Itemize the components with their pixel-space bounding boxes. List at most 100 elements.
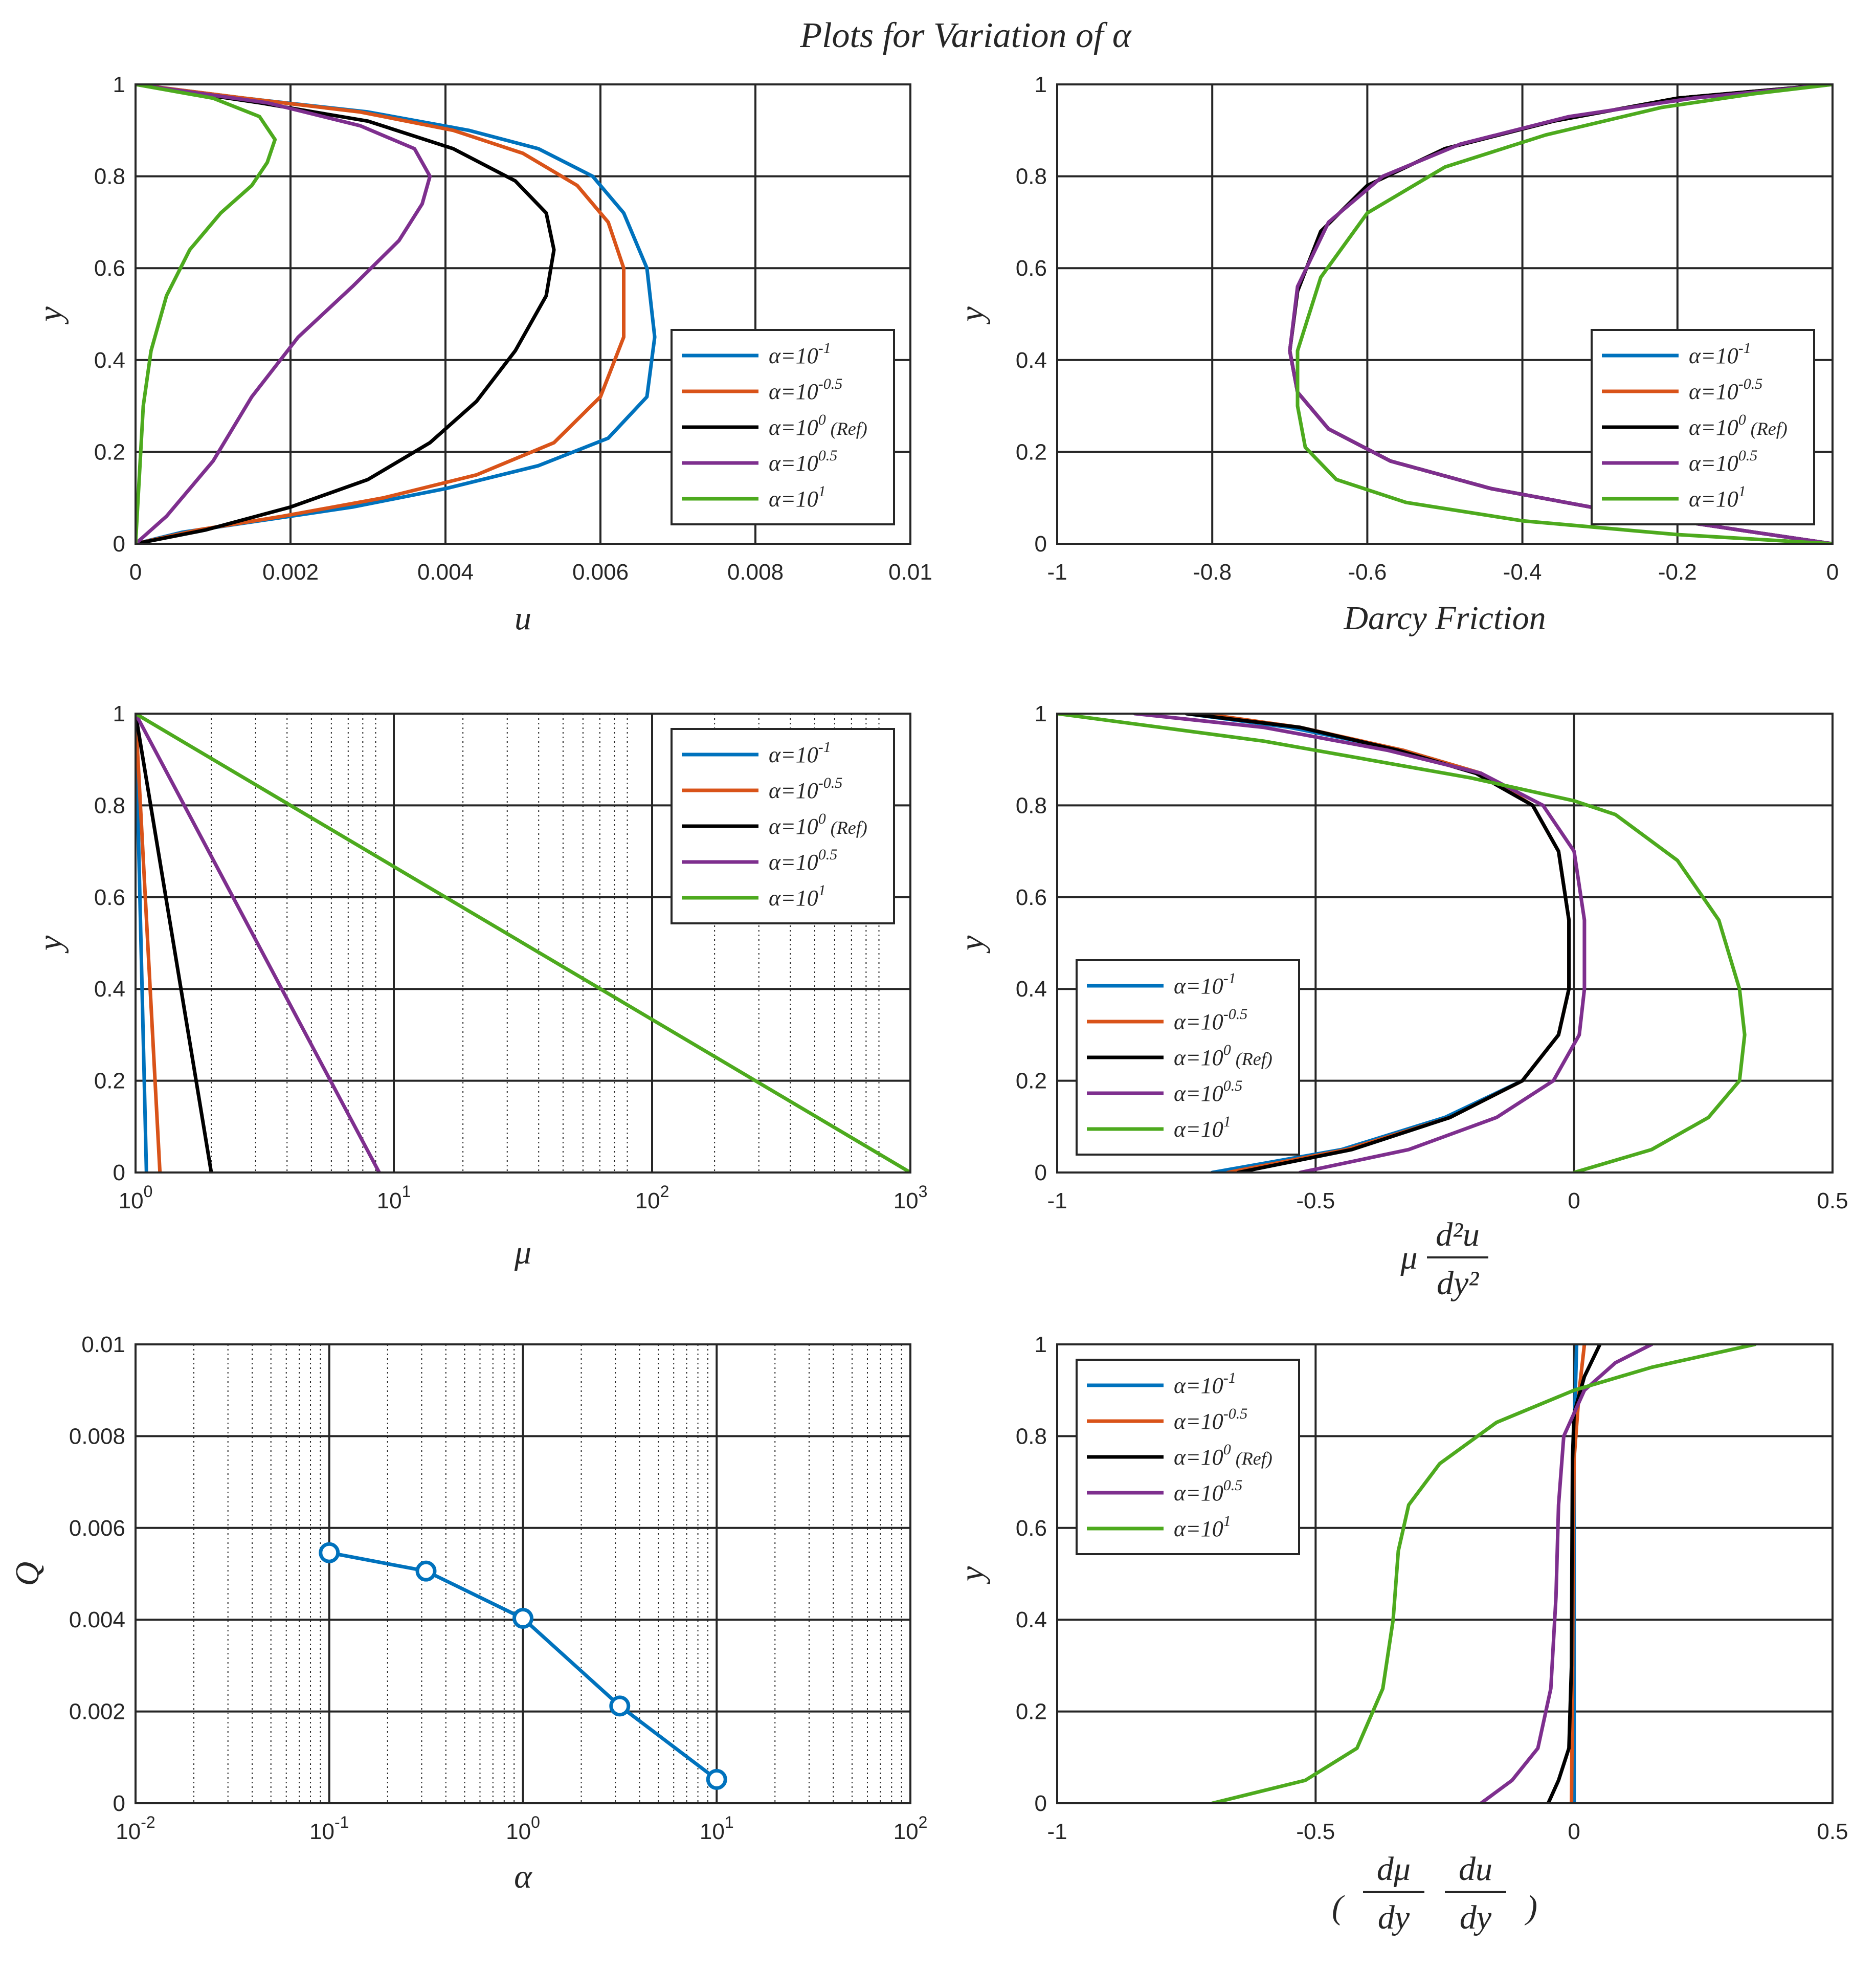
data-point xyxy=(319,1542,340,1563)
y-axis-label: y xyxy=(32,306,69,325)
y-tick-label: 0.8 xyxy=(1016,793,1047,818)
y-tick-label: 0.6 xyxy=(94,256,125,281)
y-tick-label: 1 xyxy=(1035,1332,1047,1357)
legend-entry: α=10-1 xyxy=(1174,1369,1236,1398)
y-axis-label: y xyxy=(953,935,991,954)
legend-entry: α=100 (Ref) xyxy=(769,810,867,839)
x-tick-label: 0.5 xyxy=(1817,1819,1848,1844)
y-tick-label: 0 xyxy=(113,532,125,557)
y-tick-label: 0 xyxy=(113,1791,125,1816)
chart-mu: 100 101 102 103 0 0.2 0.4 0.6 0.8 1 μ y α=10-1 α=10-0… xyxy=(32,701,927,1271)
legend-box xyxy=(671,329,895,525)
x-tick-label: -0.4 xyxy=(1503,560,1542,585)
series-line xyxy=(136,714,148,1172)
data-point xyxy=(512,1608,533,1629)
legend-entry: α=100 (Ref) xyxy=(769,411,867,440)
y-tick-label: 0 xyxy=(113,1160,125,1185)
axes-box xyxy=(1056,83,1834,545)
x-tick-label: 0.006 xyxy=(572,560,629,585)
x-tick-label: 0 xyxy=(129,560,142,585)
series-line xyxy=(136,714,381,1172)
series-line xyxy=(136,714,213,1172)
legend-entry: α=100.5 xyxy=(1174,1477,1242,1506)
legend-entry: α=10-0.5 xyxy=(769,375,842,404)
x-axis-label: Darcy Friction xyxy=(1343,600,1546,637)
legend: α=10-1 α=10-0.5 α=100 (Ref) α=100.5 α=101 xyxy=(671,728,895,924)
legend-entry: α=100.5 xyxy=(769,846,837,875)
y-axis-label: Q xyxy=(9,1562,46,1586)
svg-text:d²u: d²u xyxy=(1436,1216,1480,1253)
x-axis-label: α xyxy=(514,1858,532,1895)
legend: α=10-1 α=10-0.5 α=100 (Ref) α=100.5 α=101 xyxy=(671,329,895,525)
axes-box xyxy=(135,1343,911,1804)
y-tick-label: 0 xyxy=(1035,1160,1047,1185)
x-tick-label: -0.5 xyxy=(1296,1819,1335,1844)
y-tick-label: 1 xyxy=(1035,701,1047,726)
y-axis-label: y xyxy=(953,1566,991,1584)
series-line xyxy=(136,84,657,544)
y-axis-label: y xyxy=(953,306,991,325)
y-axis-label: y xyxy=(32,935,69,954)
x-axis-label: (dμ dy du dy) xyxy=(1332,1850,1537,1936)
legend-entry: α=10-1 xyxy=(769,739,831,767)
y-tick-label: 0.2 xyxy=(1016,439,1047,464)
x-tick-label: 102 xyxy=(635,1182,669,1213)
x-tick-label: 0 xyxy=(1568,1188,1580,1213)
x-tick-label: 10-2 xyxy=(116,1813,155,1844)
series-line xyxy=(136,714,910,1172)
legend-entry: α=100 (Ref) xyxy=(1174,1441,1272,1470)
x-tick-label: -0.6 xyxy=(1348,560,1387,585)
legend-entry: α=10-0.5 xyxy=(769,775,842,803)
y-tick-label: 0.6 xyxy=(1016,256,1047,281)
y-tick-label: 0.4 xyxy=(1016,977,1047,1002)
y-tick-label: 0.008 xyxy=(69,1424,125,1449)
svg-text:(: ( xyxy=(1332,1889,1345,1926)
x-tick-label: 0.002 xyxy=(262,560,319,585)
legend-entry: α=10-0.5 xyxy=(1174,1006,1247,1034)
y-tick-label: 0 xyxy=(1035,532,1047,557)
axes-box xyxy=(1056,713,1834,1174)
x-tick-label: 0 xyxy=(1826,560,1839,585)
y-tick-label: 0.4 xyxy=(94,977,125,1002)
series-line xyxy=(1133,714,1587,1172)
svg-text:): ) xyxy=(1524,1889,1537,1926)
x-axis-label: μ xyxy=(514,1234,531,1271)
legend-entry: α=101 xyxy=(1689,483,1746,512)
svg-text:dy²: dy² xyxy=(1437,1265,1479,1302)
y-tick-label: 0.006 xyxy=(69,1516,125,1541)
y-tick-label: 0.004 xyxy=(69,1607,125,1632)
y-tick-label: 0.6 xyxy=(1016,1516,1047,1541)
legend: α=10-1 α=10-0.5 α=100 (Ref) α=100.5 α=101 xyxy=(1076,1359,1300,1555)
svg-text:du: du xyxy=(1459,1850,1492,1888)
x-tick-label: -0.8 xyxy=(1193,560,1232,585)
x-tick-label: 103 xyxy=(894,1182,928,1213)
legend-entry: α=100.5 xyxy=(1174,1077,1242,1106)
legend-entry: α=10-0.5 xyxy=(1174,1405,1247,1434)
x-axis-label: μ d²u dy² xyxy=(1400,1216,1488,1302)
x-tick-label: 100 xyxy=(119,1182,153,1213)
y-tick-label: 0.8 xyxy=(1016,1424,1047,1449)
y-tick-label: 0.2 xyxy=(94,439,125,464)
figure-title: Plots for Variation of α xyxy=(799,16,1132,55)
legend-entry: α=10-1 xyxy=(1689,340,1751,368)
y-tick-label: 0.6 xyxy=(94,885,125,910)
y-tick-label: 0.6 xyxy=(1016,885,1047,910)
y-tick-label: 0.2 xyxy=(1016,1069,1047,1094)
axes-box xyxy=(1056,1343,1834,1804)
data-point xyxy=(706,1768,727,1790)
legend-entry: α=10-0.5 xyxy=(1689,375,1762,404)
legend-entry: α=100.5 xyxy=(769,447,837,476)
x-tick-label: -0.2 xyxy=(1658,560,1697,585)
svg-text:dy: dy xyxy=(1378,1899,1410,1936)
axes-box xyxy=(135,713,911,1174)
chart-darcy: -1 -0.8 -0.6 -0.4 -0.2 0 0 0.2 0.4 0.6 0.8 1 Darcy F… xyxy=(953,72,1839,637)
series-line xyxy=(1479,1344,1654,1803)
svg-text:μ: μ xyxy=(1400,1239,1417,1276)
series-line xyxy=(1185,714,1571,1172)
legend: α=10-1 α=10-0.5 α=100 (Ref) α=100.5 α=101 xyxy=(1076,959,1300,1156)
chart-mu-d2u: -1 -0.5 0 0.500.20.40.60.81μd²udy²yα=10-1α=… xyxy=(953,701,1848,1302)
series-line xyxy=(136,714,162,1172)
y-tick-label: 1 xyxy=(113,72,125,97)
legend-entry: α=10-1 xyxy=(1174,970,1236,999)
